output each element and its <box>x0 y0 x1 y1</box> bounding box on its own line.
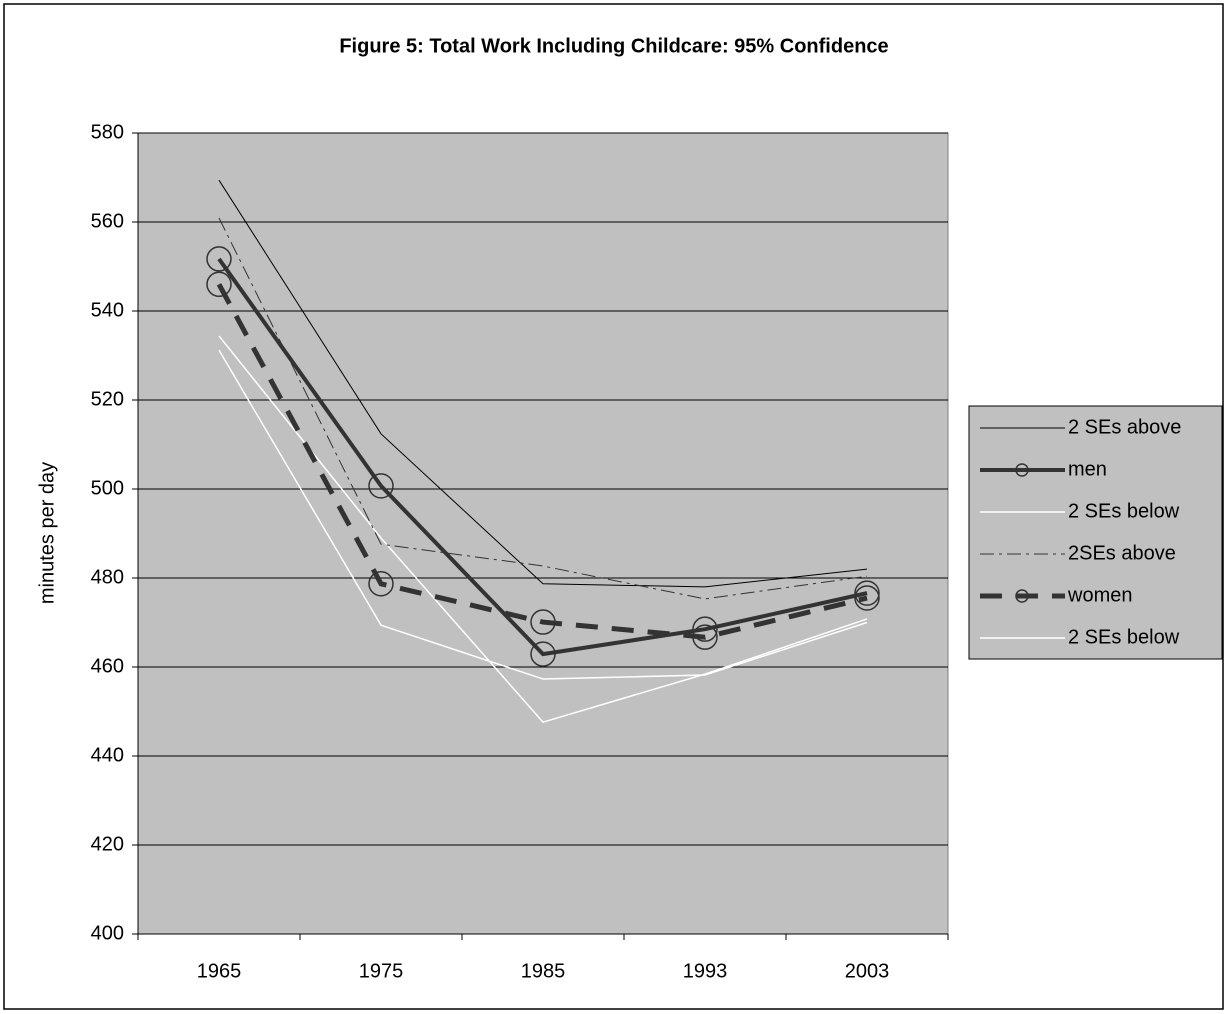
legend-label: 2SEs above <box>1068 542 1176 564</box>
series-marker <box>530 641 556 667</box>
series-line <box>216 283 868 640</box>
series-marker <box>530 609 556 635</box>
y-axis-label: minutes per day <box>36 462 58 604</box>
chart-title: Figure 5: Total Work Including Childcare… <box>339 35 888 57</box>
legend <box>968 405 1223 660</box>
y-tick-label: 440 <box>91 744 124 766</box>
series-marker <box>368 571 394 597</box>
y-tick-label: 460 <box>91 655 124 677</box>
x-tick-label: 1993 <box>683 960 728 982</box>
x-tick-label: 1965 <box>197 960 242 982</box>
series-marker <box>692 616 718 642</box>
legend-label: men <box>1068 458 1107 480</box>
series-marker <box>368 473 394 499</box>
plot-area <box>137 132 949 935</box>
y-tick-label: 500 <box>91 477 124 499</box>
x-tick-label: 1985 <box>521 960 566 982</box>
x-tick-label: 2003 <box>845 960 890 982</box>
y-tick-label: 560 <box>91 210 124 232</box>
series-marker <box>692 624 718 650</box>
series-marker <box>854 580 880 606</box>
y-tick-label: 520 <box>91 388 124 410</box>
legend-marker <box>1015 463 1029 477</box>
series-line <box>218 349 868 680</box>
x-tick-label: 1975 <box>359 960 404 982</box>
series-line <box>218 335 868 724</box>
legend-label: women <box>1067 584 1132 606</box>
legend-label: 2 SEs below <box>1068 500 1180 522</box>
y-tick-label: 400 <box>91 922 124 944</box>
legend-label: 2 SEs below <box>1068 626 1180 648</box>
series-marker <box>206 271 232 298</box>
series-line <box>218 179 868 588</box>
y-tick-label: 420 <box>91 833 124 855</box>
series-marker <box>854 585 880 611</box>
y-tick-label: 580 <box>91 121 124 143</box>
legend-marker <box>1015 589 1029 603</box>
legend-label: 2 SEs above <box>1068 416 1181 438</box>
y-tick-label: 540 <box>91 299 124 321</box>
series-marker <box>206 246 232 272</box>
series-line <box>217 257 868 657</box>
y-tick-label: 480 <box>91 566 124 588</box>
